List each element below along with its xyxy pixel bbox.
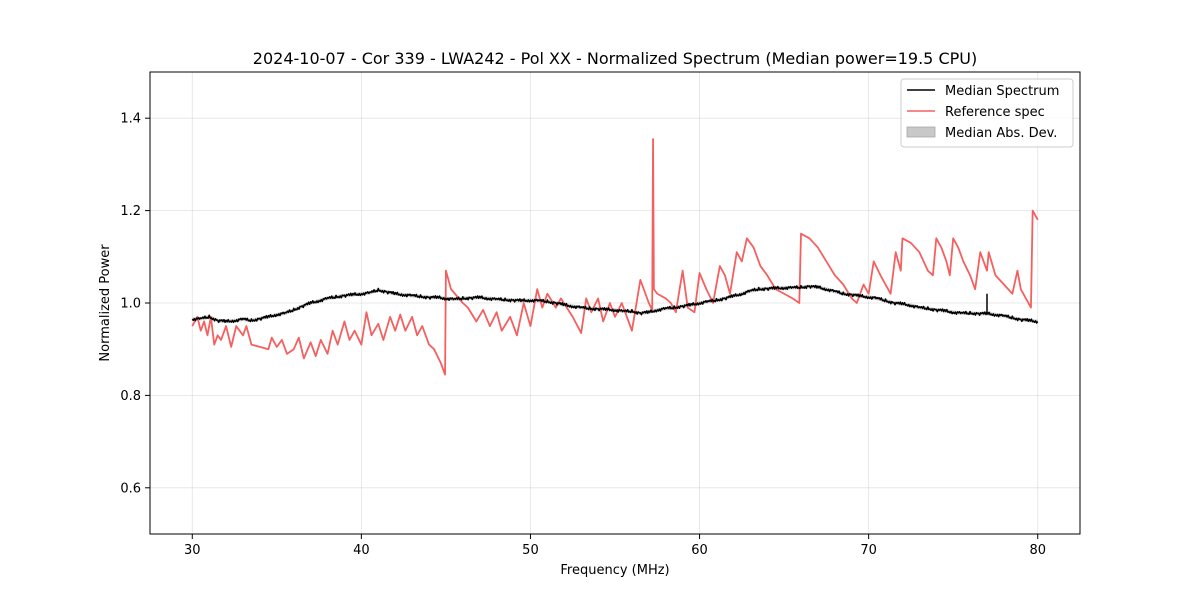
x-tick-label: 40	[353, 543, 370, 558]
x-tick-label: 30	[184, 543, 201, 558]
y-tick-label: 1.2	[120, 204, 141, 219]
x-axis-ticks: 30 40 50 60 70 80	[184, 534, 1046, 558]
legend-mad-label: Median Abs. Dev.	[945, 126, 1057, 141]
legend-mad-swatch	[906, 126, 936, 138]
x-tick-label: 60	[691, 543, 708, 558]
legend-median-label: Median Spectrum	[945, 84, 1059, 99]
chart-title: 2024-10-07 - Cor 339 - LWA242 - Pol XX -…	[253, 49, 977, 68]
x-tick-label: 70	[860, 543, 877, 558]
y-tick-label: 0.6	[120, 481, 141, 496]
y-tick-label: 0.8	[120, 389, 141, 404]
y-tick-label: 1.0	[120, 297, 141, 312]
y-axis-ticks: 0.6 0.8 1.0 1.2 1.4	[120, 112, 150, 496]
legend-box	[900, 78, 1074, 148]
median-spectrum-line	[191, 284, 1039, 324]
x-axis-label: Frequency (MHz)	[560, 563, 669, 578]
x-tick-label: 80	[1029, 543, 1046, 558]
y-axis-label: Normalized Power	[98, 244, 113, 362]
legend-reference-label: Reference spec	[945, 105, 1045, 120]
legend: Median Spectrum Reference spec Median Ab…	[900, 78, 1074, 148]
y-tick-label: 1.4	[120, 112, 141, 127]
series-group	[191, 138, 1039, 376]
x-tick-label: 50	[522, 543, 539, 558]
